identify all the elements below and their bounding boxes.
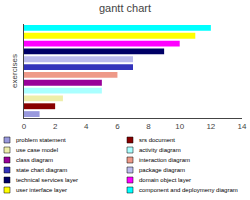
svg-text:user interface layer: user interface layer bbox=[16, 187, 67, 193]
svg-text:srs document: srs document bbox=[139, 137, 175, 143]
svg-text:gantt chart: gantt chart bbox=[99, 2, 151, 14]
svg-text:2: 2 bbox=[53, 122, 58, 131]
svg-text:problem statement: problem statement bbox=[16, 137, 66, 143]
svg-text:10: 10 bbox=[175, 122, 184, 131]
svg-text:6: 6 bbox=[115, 122, 120, 131]
svg-text:package diagram: package diagram bbox=[139, 167, 185, 173]
svg-text:class diagram: class diagram bbox=[16, 157, 53, 163]
svg-text:4: 4 bbox=[84, 122, 89, 131]
svg-text:activity diagram: activity diagram bbox=[139, 147, 181, 153]
svg-text:state chart diagram: state chart diagram bbox=[16, 167, 67, 173]
svg-text:12: 12 bbox=[206, 122, 215, 131]
svg-text:0: 0 bbox=[22, 122, 27, 131]
svg-text:technical services layer: technical services layer bbox=[16, 177, 78, 183]
svg-text:8: 8 bbox=[146, 122, 151, 131]
svg-text:interaction diagram: interaction diagram bbox=[139, 157, 190, 163]
svg-text:exercises: exercises bbox=[10, 54, 19, 88]
svg-text:component and deploymeny diagr: component and deploymeny diagram bbox=[139, 187, 238, 193]
svg-text:14: 14 bbox=[238, 122, 247, 131]
svg-text:use case model: use case model bbox=[16, 147, 58, 153]
svg-text:domain object layer: domain object layer bbox=[139, 177, 191, 183]
